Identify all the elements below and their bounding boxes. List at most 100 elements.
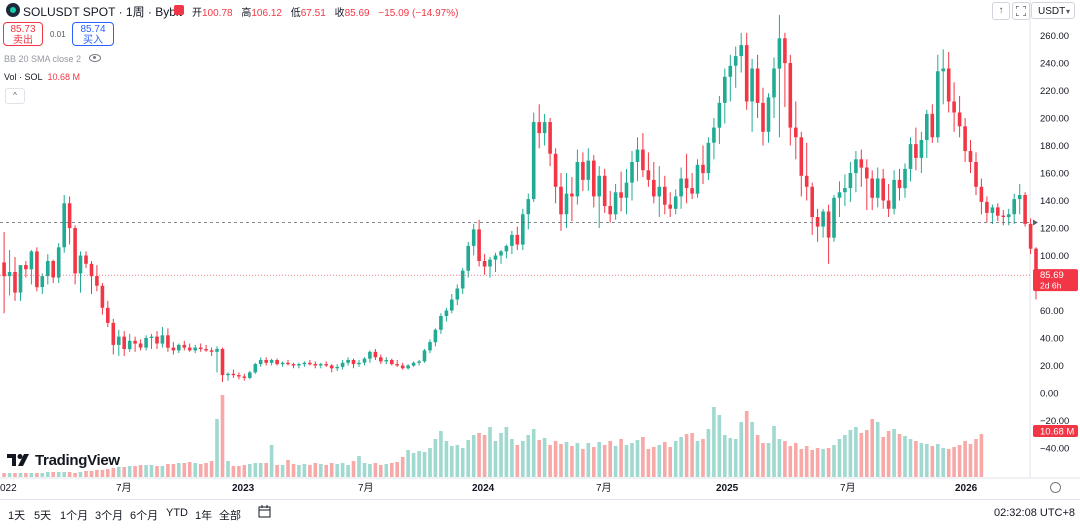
settings-gear-icon[interactable] — [1050, 482, 1061, 493]
time-tick-label: 2023 — [232, 483, 255, 494]
volume-bar — [865, 430, 869, 477]
volume-bar — [297, 465, 301, 477]
range-5d-button[interactable]: 5天 — [34, 510, 52, 522]
volume-bar — [930, 446, 935, 477]
volume-bar — [302, 464, 307, 477]
chart-grid — [0, 0, 1080, 479]
time-tick-label: 2025 — [716, 483, 739, 494]
range-all-button[interactable]: 全部 — [219, 510, 241, 522]
volume-bar — [35, 473, 39, 477]
calendar-goto-icon[interactable] — [258, 505, 272, 518]
volume-bar — [936, 444, 940, 477]
time-axis: 022 7月 2023 7月 2024 7月 2025 7月 2026 — [0, 482, 978, 494]
candle-body — [379, 357, 383, 362]
volume-bar — [925, 444, 929, 477]
range-ytd-button[interactable]: YTD — [166, 507, 188, 519]
candle-body — [111, 322, 116, 345]
volume-bar — [84, 471, 88, 477]
candle-body — [772, 68, 776, 98]
volume-bar — [400, 457, 405, 477]
range-1m-button[interactable]: 1个月 — [60, 510, 89, 522]
volume-bar — [783, 441, 787, 477]
arrow-up-button[interactable]: ↑ — [992, 2, 1010, 20]
collapse-legend-button[interactable]: ^ — [5, 88, 25, 104]
volume-bar — [384, 464, 389, 477]
volume-bar — [553, 441, 558, 477]
candle-body — [908, 144, 913, 169]
volume-bar — [198, 464, 203, 477]
candle-body — [1006, 214, 1011, 218]
eye-hidden-icon[interactable] — [89, 54, 101, 62]
currency-select[interactable]: USDT ▾ — [1031, 2, 1075, 19]
utc-clock[interactable]: 02:32:08 UTC+8 — [994, 507, 1076, 519]
candle-body — [870, 178, 874, 198]
price-tick-label: 240.00 — [1040, 59, 1069, 70]
volume-bar — [750, 422, 754, 477]
volume-bar — [226, 461, 230, 477]
buy-label: 买入 — [83, 35, 103, 46]
candle-body — [739, 45, 743, 57]
candle-body — [155, 336, 159, 344]
candle-body — [29, 251, 34, 270]
candle-body — [859, 159, 864, 168]
volume-bar — [56, 472, 61, 477]
price-tick-label: 20.00 — [1040, 361, 1064, 372]
fullscreen-button[interactable] — [1012, 2, 1030, 20]
range-1d-button[interactable]: 1天 — [8, 510, 26, 522]
candle-body — [744, 45, 749, 102]
volume-value: 10.68 M — [47, 72, 81, 82]
buy-price: 85.74 — [80, 24, 106, 35]
candle-body — [499, 251, 503, 256]
candle-body — [701, 164, 705, 174]
candle-body — [1034, 248, 1038, 275]
volume-bar — [340, 463, 345, 477]
sell-button[interactable]: 85.73 卖出 — [3, 22, 43, 46]
candle-body — [18, 265, 23, 293]
candle-body — [679, 178, 683, 197]
flag-icon[interactable] — [174, 5, 184, 15]
low-value: 67.51 — [300, 8, 326, 19]
volume-bar — [914, 441, 918, 477]
range-6m-button[interactable]: 6个月 — [130, 510, 159, 522]
candle-body — [117, 336, 121, 345]
volume-indicator-label[interactable]: Vol · SOL 10.68 M — [4, 72, 80, 82]
candle-body — [690, 188, 694, 194]
volume-bar — [744, 411, 749, 477]
volume-bar — [390, 463, 394, 477]
candle-body — [936, 71, 940, 138]
tradingview-logo[interactable]: TradingView — [7, 451, 120, 469]
candle-body — [100, 285, 105, 308]
volume-bar — [602, 445, 607, 477]
candle-body — [635, 149, 640, 162]
volume-bar — [799, 449, 804, 477]
volume-bar — [155, 466, 159, 477]
candle-body — [73, 228, 77, 274]
volume-bar — [886, 431, 891, 477]
open-value: 100.78 — [202, 8, 233, 19]
volume-bar — [761, 443, 765, 477]
buy-button[interactable]: 85.74 买入 — [72, 22, 114, 46]
range-1y-button[interactable]: 1年 — [195, 510, 213, 522]
solana-icon — [6, 3, 20, 17]
volume-bar — [788, 446, 793, 477]
volume-bar — [777, 439, 782, 477]
candle-body — [630, 162, 634, 183]
volume-bar — [695, 441, 700, 477]
candle-body — [559, 186, 563, 215]
volume-bar — [892, 429, 896, 477]
volume-bar — [242, 465, 247, 477]
volume-bar — [67, 472, 72, 477]
candle-body — [166, 335, 170, 348]
volume-bar — [319, 464, 323, 477]
candle-body — [433, 329, 438, 343]
candle-body — [13, 272, 17, 293]
bb-indicator-label[interactable]: BB 20 SMA close 2 — [4, 54, 82, 64]
range-3m-button[interactable]: 3个月 — [95, 510, 124, 522]
candle-body — [493, 255, 498, 260]
symbol-title[interactable]: SOLUSDT SPOT · 1周 · Bybit — [23, 5, 182, 19]
candle-body — [258, 360, 263, 365]
sell-price: 85.73 — [10, 24, 36, 35]
candle-body — [663, 186, 667, 205]
spread-value: 0.01 — [50, 30, 66, 39]
